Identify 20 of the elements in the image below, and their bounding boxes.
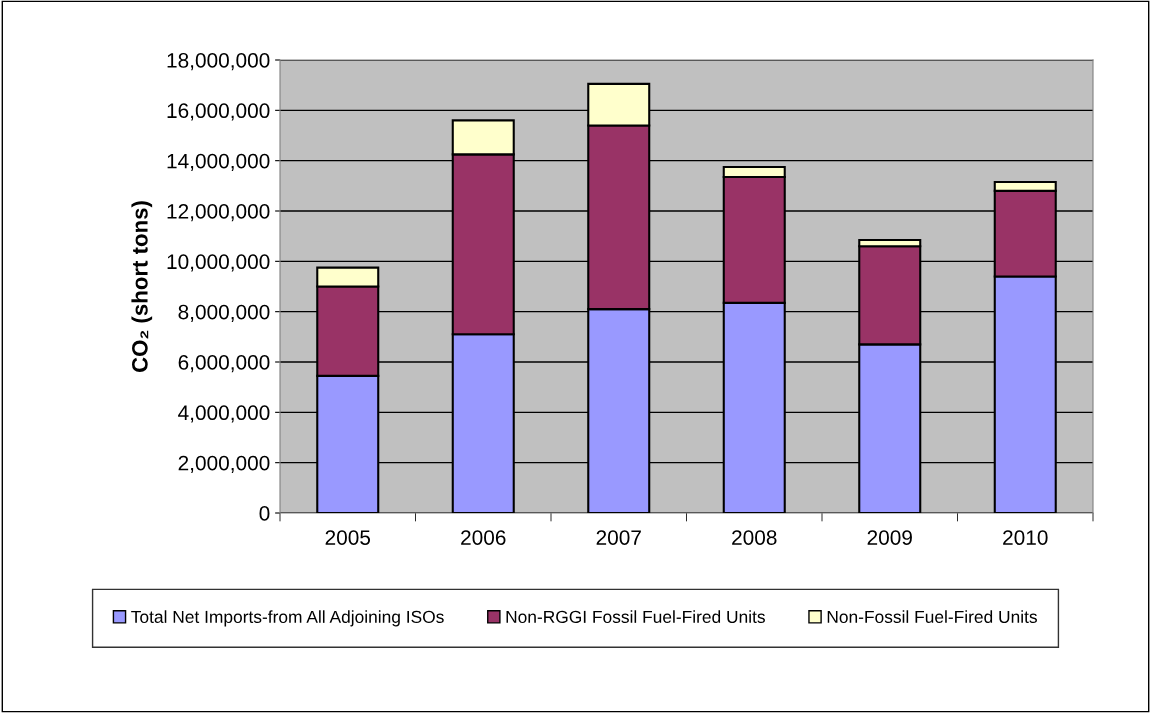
y-tick-label: 12,000,000 — [167, 204, 270, 222]
x-tick-label: 2010 — [1003, 530, 1048, 545]
y-tick-label: 6,000,000 — [178, 355, 270, 373]
x-tick-label: 2009 — [867, 530, 912, 545]
x-tick-label: 2005 — [325, 530, 371, 545]
y-tick-label: 10,000,000 — [167, 254, 270, 272]
y-tick-label: 8,000,000 — [178, 304, 270, 322]
y-tick-label: 4,000,000 — [178, 405, 270, 423]
y-axis-title: CO₂ (short tons) — [131, 201, 153, 372]
x-tick-label: 2006 — [461, 530, 506, 545]
legend-label: Non-RGGI Fossil Fuel-Fired Units — [506, 610, 765, 624]
y-tick-label: 0 — [259, 506, 270, 521]
x-tick-label: 2008 — [732, 530, 777, 545]
legend-label: Non-Fossil Fuel-Fired Units — [827, 610, 1037, 624]
y-tick-label: 2,000,000 — [178, 455, 270, 473]
legend-label: Total Net Imports-from All Adjoining ISOs — [131, 610, 444, 627]
y-tick-label: 18,000,000 — [167, 53, 270, 71]
y-tick-label: 16,000,000 — [167, 103, 270, 121]
y-tick-label: 14,000,000 — [167, 153, 270, 171]
x-tick-label: 2007 — [596, 530, 641, 545]
